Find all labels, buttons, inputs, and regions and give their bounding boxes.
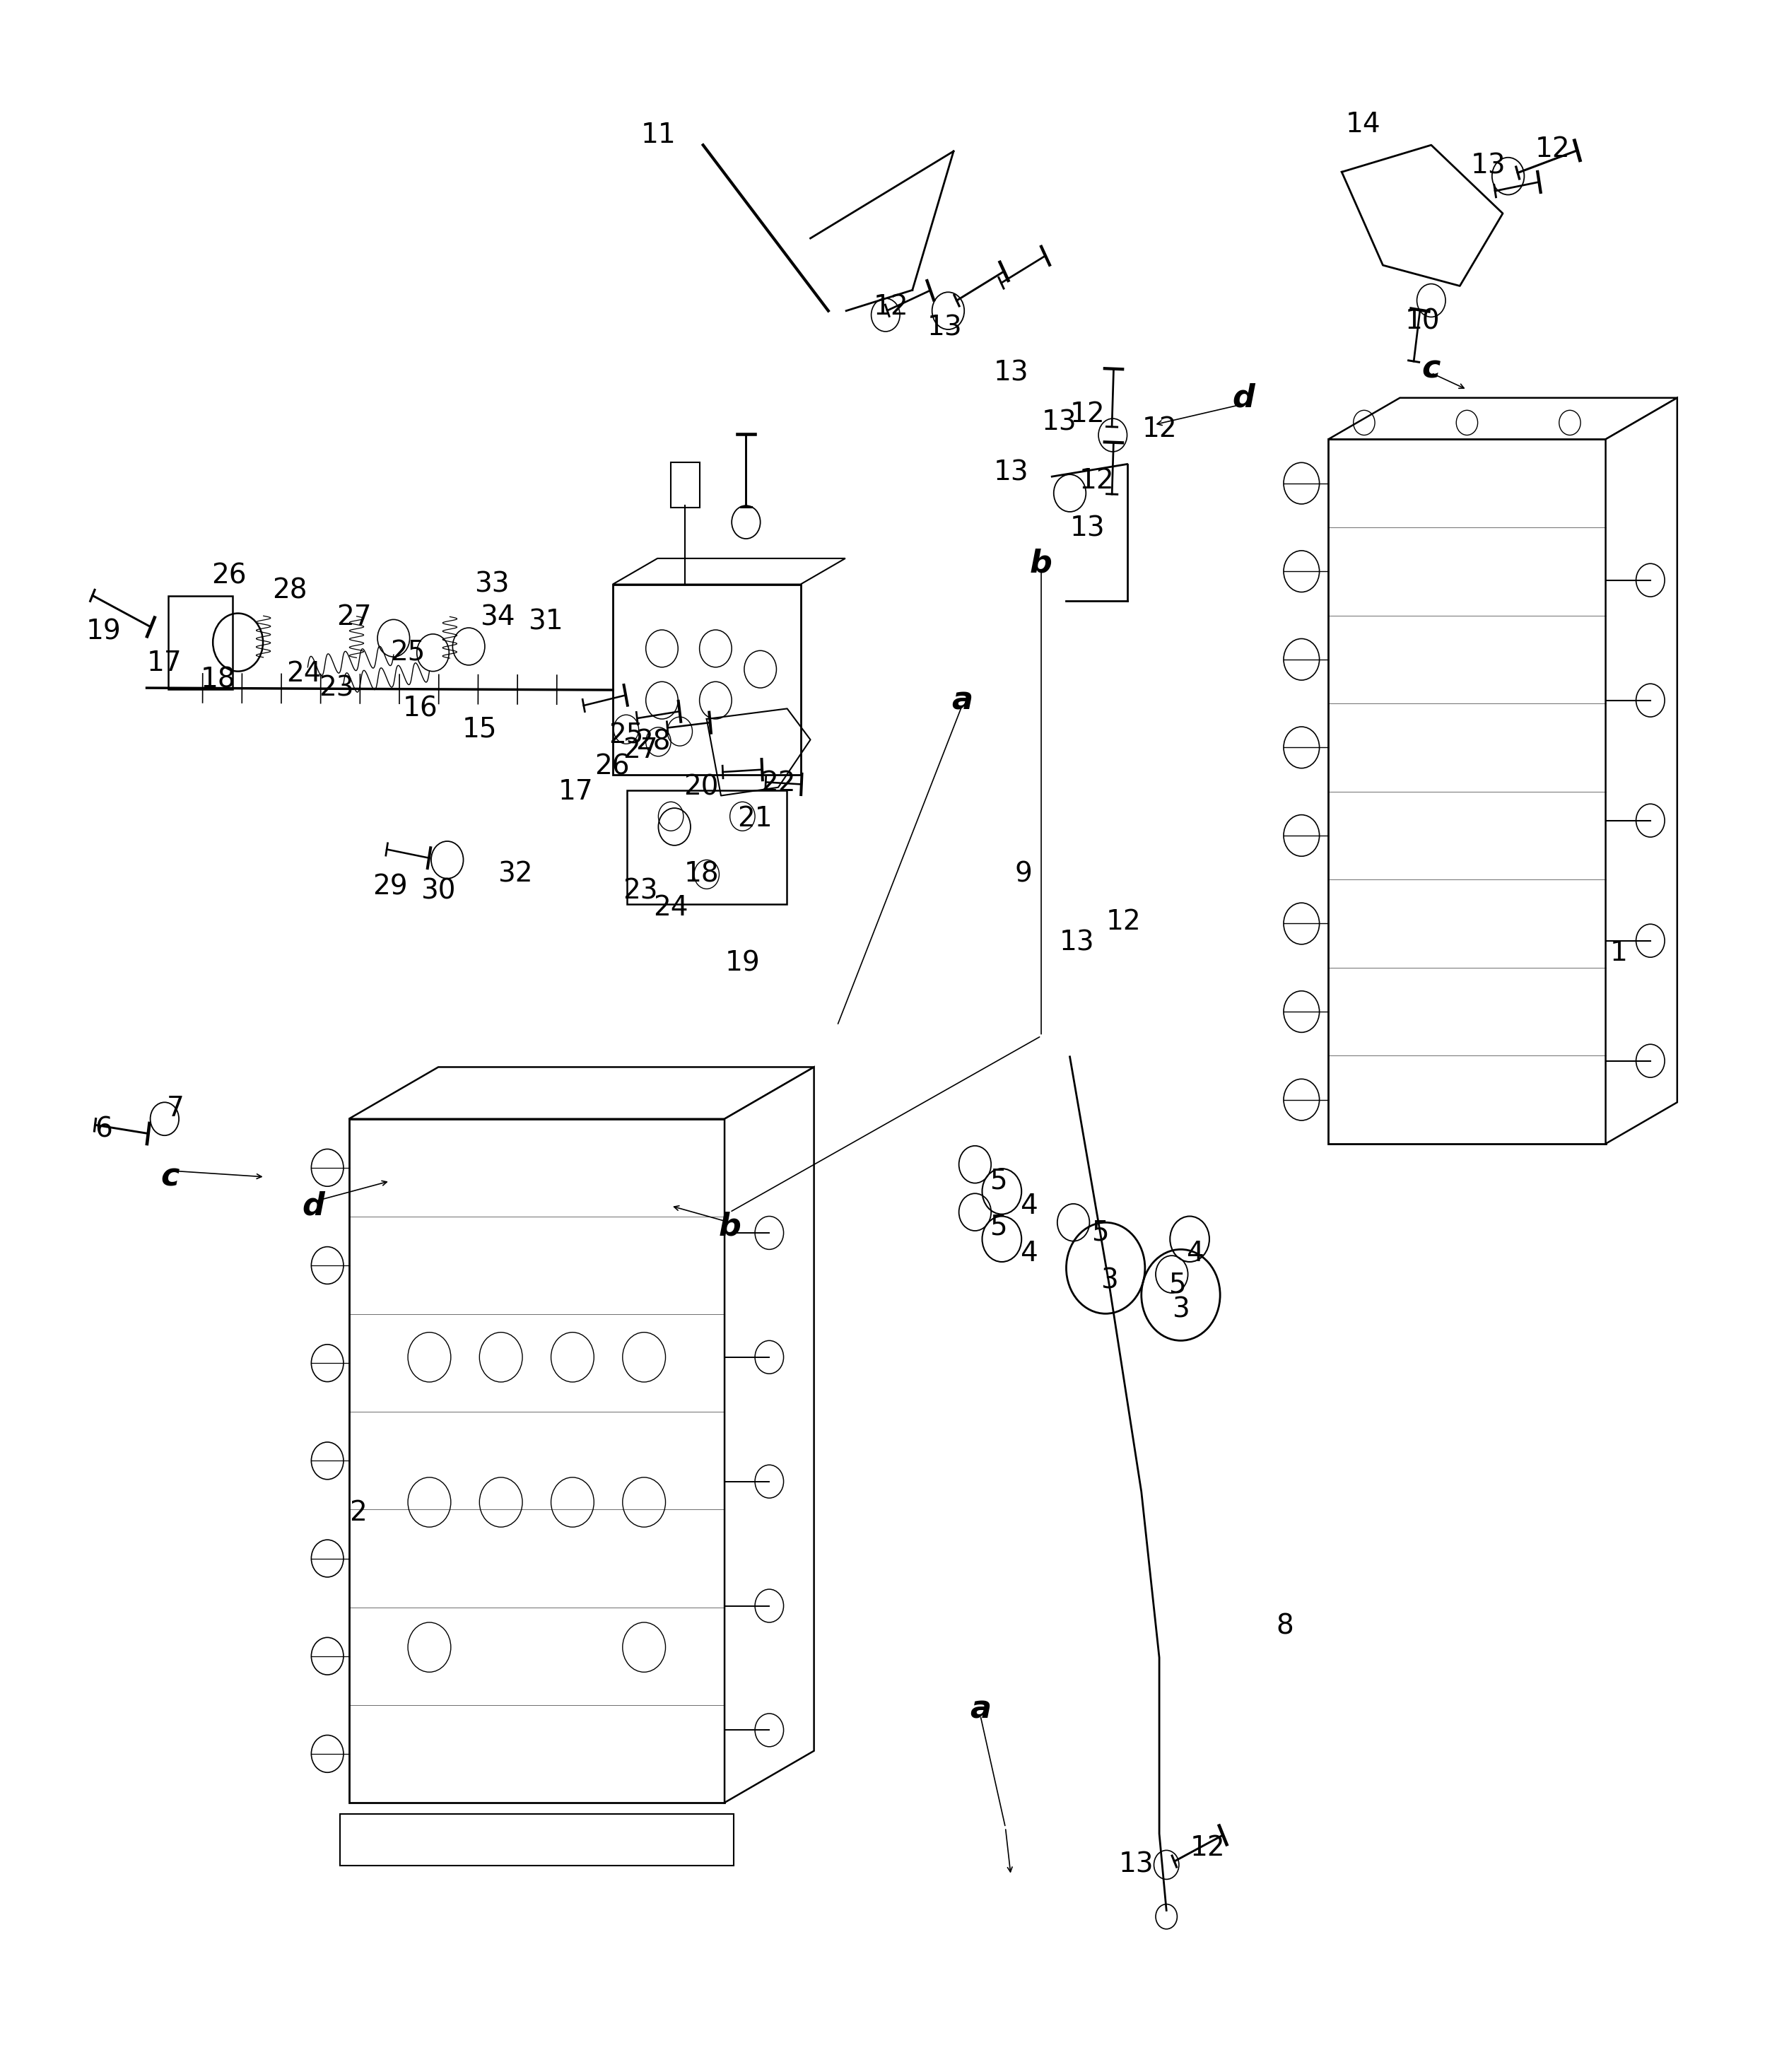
Text: 11: 11 xyxy=(640,122,676,147)
Polygon shape xyxy=(725,1067,814,1803)
Text: 31: 31 xyxy=(528,609,564,634)
Text: 1: 1 xyxy=(1610,941,1628,966)
Bar xyxy=(349,1119,725,1803)
Text: 13: 13 xyxy=(1118,1852,1154,1877)
Text: 26: 26 xyxy=(211,564,247,588)
Text: 22: 22 xyxy=(760,771,796,796)
Text: 12: 12 xyxy=(1141,416,1177,441)
Text: a: a xyxy=(952,686,973,715)
Text: 4: 4 xyxy=(1020,1241,1038,1266)
Text: 13: 13 xyxy=(1059,930,1095,955)
Polygon shape xyxy=(1327,398,1678,439)
Text: 3: 3 xyxy=(1172,1297,1190,1322)
Text: 12: 12 xyxy=(1070,402,1106,427)
Text: 12: 12 xyxy=(1190,1836,1225,1861)
Text: 15: 15 xyxy=(462,717,497,742)
Text: 23: 23 xyxy=(318,675,354,700)
Text: 26: 26 xyxy=(594,754,630,779)
Text: 18: 18 xyxy=(200,667,236,692)
Text: 5: 5 xyxy=(1091,1220,1109,1245)
Text: b: b xyxy=(1030,549,1052,578)
Text: 13: 13 xyxy=(1471,153,1506,178)
Text: 17: 17 xyxy=(558,779,594,804)
Text: 14: 14 xyxy=(1345,112,1381,137)
Text: c: c xyxy=(161,1162,179,1191)
Text: 13: 13 xyxy=(993,460,1029,485)
Text: 33: 33 xyxy=(474,572,510,597)
Text: 25: 25 xyxy=(608,723,644,748)
Bar xyxy=(340,1815,733,1867)
Polygon shape xyxy=(612,557,844,584)
Text: 28: 28 xyxy=(272,578,308,603)
Text: 25: 25 xyxy=(390,640,426,665)
Text: d: d xyxy=(1233,383,1254,412)
Text: 12: 12 xyxy=(873,294,909,319)
Text: 12: 12 xyxy=(1079,468,1115,493)
Text: a: a xyxy=(970,1695,991,1724)
Text: 5: 5 xyxy=(989,1214,1007,1239)
Polygon shape xyxy=(349,1067,814,1119)
Text: 12: 12 xyxy=(1535,137,1571,162)
Bar xyxy=(671,462,699,508)
Text: 10: 10 xyxy=(1404,309,1440,334)
Text: 4: 4 xyxy=(1020,1193,1038,1218)
Text: 24: 24 xyxy=(653,895,689,920)
Text: 9: 9 xyxy=(1014,862,1032,887)
Bar xyxy=(612,584,800,775)
Bar xyxy=(168,597,233,688)
Text: 5: 5 xyxy=(989,1169,1007,1193)
Text: 4: 4 xyxy=(1186,1241,1204,1266)
Text: 6: 6 xyxy=(95,1117,113,1142)
Text: 27: 27 xyxy=(336,605,372,630)
Text: 13: 13 xyxy=(927,315,962,340)
Text: 13: 13 xyxy=(993,361,1029,385)
Text: 27: 27 xyxy=(623,738,658,762)
Text: 12: 12 xyxy=(1106,910,1141,934)
Text: 24: 24 xyxy=(286,661,322,686)
Text: 5: 5 xyxy=(1168,1272,1186,1297)
Text: 20: 20 xyxy=(683,775,719,800)
Text: 19: 19 xyxy=(725,951,760,976)
Text: 28: 28 xyxy=(635,729,671,754)
Text: 23: 23 xyxy=(623,879,658,903)
Text: 13: 13 xyxy=(1070,516,1106,541)
Text: 3: 3 xyxy=(1100,1268,1118,1293)
Text: 2: 2 xyxy=(349,1500,367,1525)
Text: 21: 21 xyxy=(737,806,773,831)
Text: 32: 32 xyxy=(497,862,533,887)
Text: b: b xyxy=(719,1212,741,1241)
Text: 8: 8 xyxy=(1276,1614,1293,1639)
Polygon shape xyxy=(1605,398,1678,1144)
Text: 34: 34 xyxy=(479,605,515,630)
Bar xyxy=(1327,439,1607,1144)
Bar xyxy=(626,789,787,903)
Text: 17: 17 xyxy=(147,651,182,675)
Text: 19: 19 xyxy=(86,620,122,644)
Text: 16: 16 xyxy=(403,696,438,721)
Text: 13: 13 xyxy=(1041,410,1077,435)
Text: c: c xyxy=(1422,354,1440,383)
Text: 29: 29 xyxy=(372,874,408,899)
Text: 7: 7 xyxy=(166,1096,184,1121)
Text: 18: 18 xyxy=(683,862,719,887)
Text: 30: 30 xyxy=(420,879,456,903)
Text: d: d xyxy=(302,1191,324,1220)
